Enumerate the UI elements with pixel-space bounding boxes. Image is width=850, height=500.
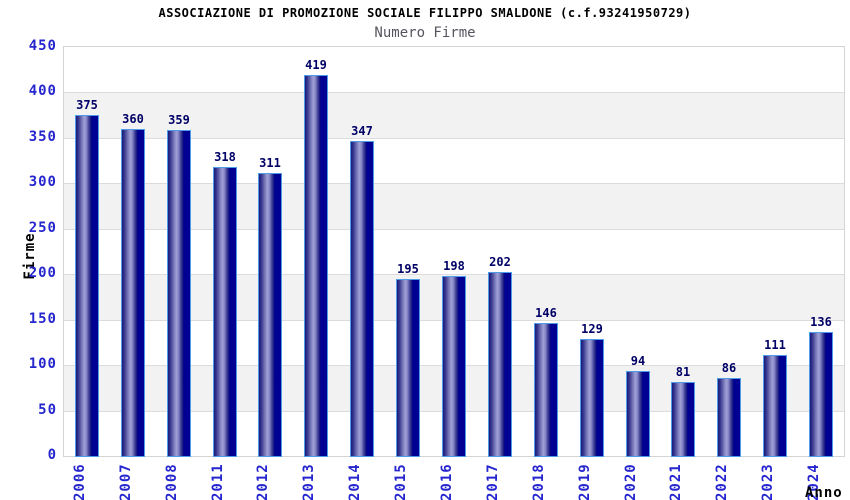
y-tick-label: 450: [28, 38, 57, 54]
y-tick-label: 350: [28, 129, 57, 145]
bar-value-label: 198: [443, 259, 465, 273]
gridline: [64, 274, 844, 275]
x-axis-title: Anno: [805, 485, 843, 500]
x-tick-label: 2012: [255, 463, 271, 500]
y-tick-label: 250: [28, 220, 57, 236]
bar-value-label: 360: [122, 112, 144, 126]
bar-value-label: 195: [397, 262, 419, 276]
bar-value-label: 94: [630, 354, 646, 368]
bar-2018: [534, 323, 558, 457]
x-tick-label: 2022: [714, 463, 730, 500]
plot-band: [64, 92, 844, 138]
bar-value-label: 311: [259, 156, 281, 170]
x-tick-label: 2013: [301, 463, 317, 500]
bar-2021: [671, 382, 695, 457]
bar-2007: [121, 129, 145, 457]
bar-2022: [717, 378, 741, 457]
x-tick-label: 2020: [623, 463, 639, 500]
bar-2012: [258, 173, 282, 457]
plot-band: [64, 138, 844, 183]
gridline: [64, 138, 844, 139]
bar-2023: [763, 355, 787, 457]
y-tick-label: 0: [47, 447, 57, 463]
x-tick-label: 2011: [210, 463, 226, 500]
plot-band: [64, 229, 844, 274]
plot-band: [64, 183, 844, 229]
x-tick-label: 2015: [393, 463, 409, 500]
bar-2019: [580, 339, 604, 457]
bar-2011: [213, 167, 237, 457]
bar-value-label: 146: [535, 306, 557, 320]
bar-2015: [396, 279, 420, 457]
bar-value-label: 129: [581, 322, 603, 336]
bar-2024: [809, 332, 833, 457]
bar-2020: [626, 371, 650, 457]
y-tick-label: 50: [38, 402, 57, 418]
bar-value-label: 111: [764, 338, 786, 352]
bar-2006: [75, 115, 99, 457]
x-tick-label: 2019: [577, 463, 593, 500]
gridline: [64, 229, 844, 230]
gridline: [64, 183, 844, 184]
y-tick-label: 200: [28, 265, 57, 281]
bar-value-label: 419: [305, 58, 327, 72]
bar-value-label: 347: [351, 124, 373, 138]
gridline: [64, 92, 844, 93]
bar-value-label: 375: [76, 98, 98, 112]
bar-2016: [442, 276, 466, 457]
y-tick-label: 100: [28, 356, 57, 372]
x-tick-label: 2014: [347, 463, 363, 500]
x-tick-label: 2007: [118, 463, 134, 500]
plot-band: [64, 47, 844, 92]
x-tick-label: 2006: [72, 463, 88, 500]
chart-subtitle: Numero Firme: [374, 25, 476, 41]
y-tick-label: 400: [28, 83, 57, 99]
y-tick-label: 150: [28, 311, 57, 327]
x-tick-label: 2023: [760, 463, 776, 500]
bar-2013: [304, 75, 328, 457]
bar-value-label: 81: [675, 365, 691, 379]
x-tick-label: 2021: [668, 463, 684, 500]
plot-area: 375 360 359 318 311 419 347 195 198 202 146 129 94 81…: [63, 46, 845, 457]
x-tick-label: 2017: [485, 463, 501, 500]
chart-title: ASSOCIAZIONE DI PROMOZIONE SOCIALE FILIP…: [158, 6, 692, 20]
bar-value-label: 359: [168, 113, 190, 127]
bar-2017: [488, 272, 512, 457]
bar-value-label: 136: [810, 315, 832, 329]
y-tick-label: 300: [28, 174, 57, 190]
x-tick-label: 2018: [531, 463, 547, 500]
bar-value-label: 202: [489, 255, 511, 269]
bar-value-label: 86: [721, 361, 737, 375]
bar-2014: [350, 141, 374, 457]
x-tick-label: 2008: [164, 463, 180, 500]
x-tick-label: 2016: [439, 463, 455, 500]
bar-2008: [167, 130, 191, 457]
bar-value-label: 318: [214, 150, 236, 164]
